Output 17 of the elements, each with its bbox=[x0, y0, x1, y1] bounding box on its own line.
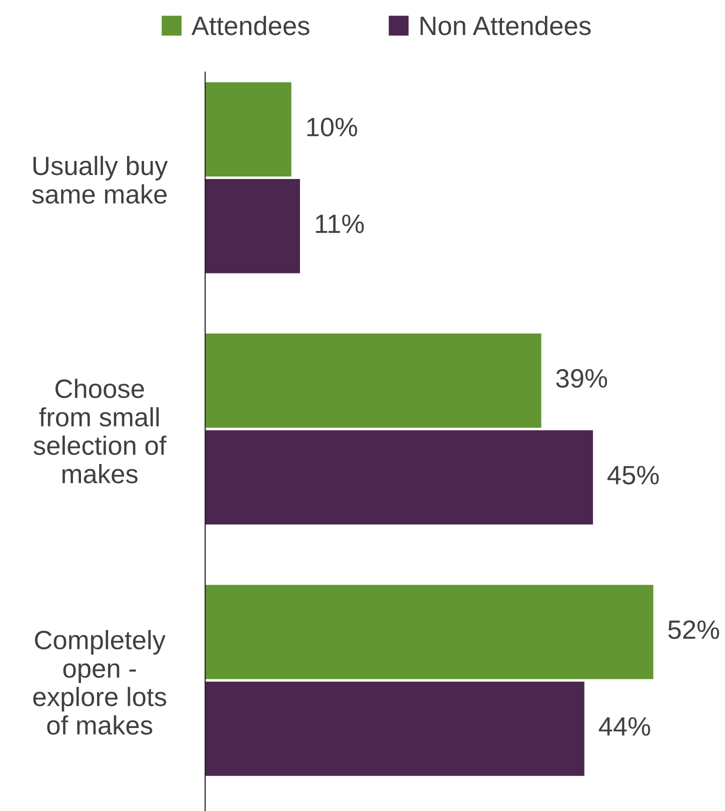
data-label: 44% bbox=[598, 717, 650, 736]
legend-label: Non Attendees bbox=[420, 16, 591, 36]
data-label: 52% bbox=[668, 620, 720, 640]
data-label: 11% bbox=[316, 214, 364, 234]
data-label: 45% bbox=[607, 466, 659, 484]
legend-label: Attendees bbox=[191, 16, 310, 36]
data-label: 10% bbox=[307, 118, 358, 136]
bar bbox=[205, 334, 542, 428]
bar bbox=[205, 584, 654, 680]
bar bbox=[205, 682, 584, 776]
bar bbox=[205, 178, 300, 274]
bar bbox=[205, 430, 593, 525]
y-tick-label: Completely open - explore lots of makes bbox=[33, 630, 166, 735]
y-tick-label: Usually buy same make bbox=[32, 156, 168, 204]
bar bbox=[205, 82, 292, 176]
y-tick-label: Choose from small selection of makes bbox=[34, 378, 166, 484]
data-label: 39% bbox=[556, 369, 608, 388]
